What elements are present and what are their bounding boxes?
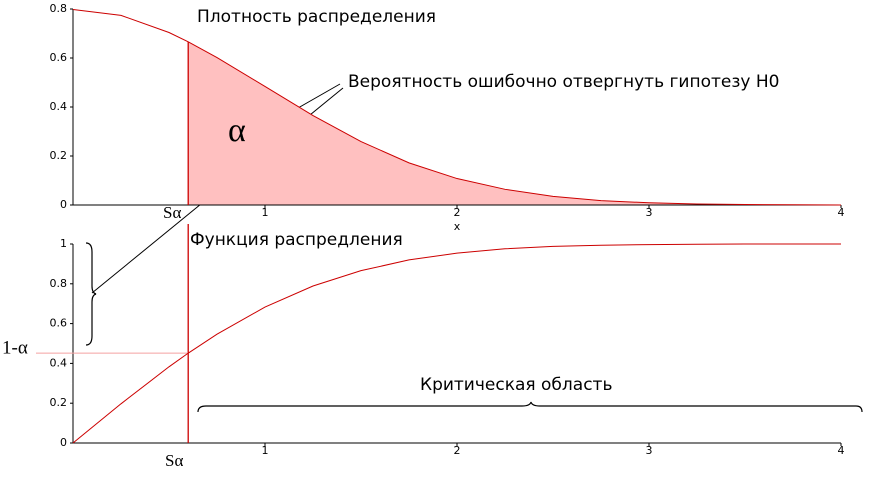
x-tick-label: 4: [838, 444, 845, 457]
annotation: 1-α: [2, 337, 28, 358]
chart-title: Плотность распределения: [197, 7, 436, 27]
chart-title: Функция распредления: [190, 230, 403, 250]
y-tick-label: 0: [60, 198, 67, 211]
y-tick-label: 0.6: [50, 51, 68, 64]
annotation: Sα: [165, 451, 183, 470]
annotation: Критическая область: [420, 375, 612, 395]
y-tick-label: 0.8: [50, 277, 68, 290]
x-tick-label: 3: [646, 444, 653, 457]
y-tick-label: 0.8: [50, 2, 68, 15]
curve: [72, 8, 842, 206]
curve: [72, 243, 841, 444]
y-tick-label: 0.2: [50, 149, 68, 162]
annotation: Вероятность ошибочно отвергнуть гипотезу…: [348, 72, 779, 92]
x-tick-label: 2: [454, 444, 461, 457]
y-tick-label: 1: [60, 237, 67, 250]
x-tick-label: 2: [454, 206, 461, 219]
brace: [85, 242, 97, 346]
area: [188, 41, 841, 205]
y-tick-label: 0.6: [50, 317, 68, 330]
y-tick-label: 0.4: [50, 356, 68, 369]
y-tick-label: 0.4: [50, 100, 68, 113]
x-tick-label: 4: [838, 206, 845, 219]
brace: [197, 401, 863, 413]
x-axis-label: x: [454, 220, 461, 233]
x-tick-label: 1: [262, 444, 269, 457]
annotation: Sα: [163, 203, 181, 222]
x-tick-label: 3: [646, 206, 653, 219]
y-tick-label: 0: [60, 436, 67, 449]
y-tick-label: 0.2: [50, 396, 68, 409]
x-tick-label: 1: [262, 206, 269, 219]
annotation: α: [228, 112, 246, 149]
